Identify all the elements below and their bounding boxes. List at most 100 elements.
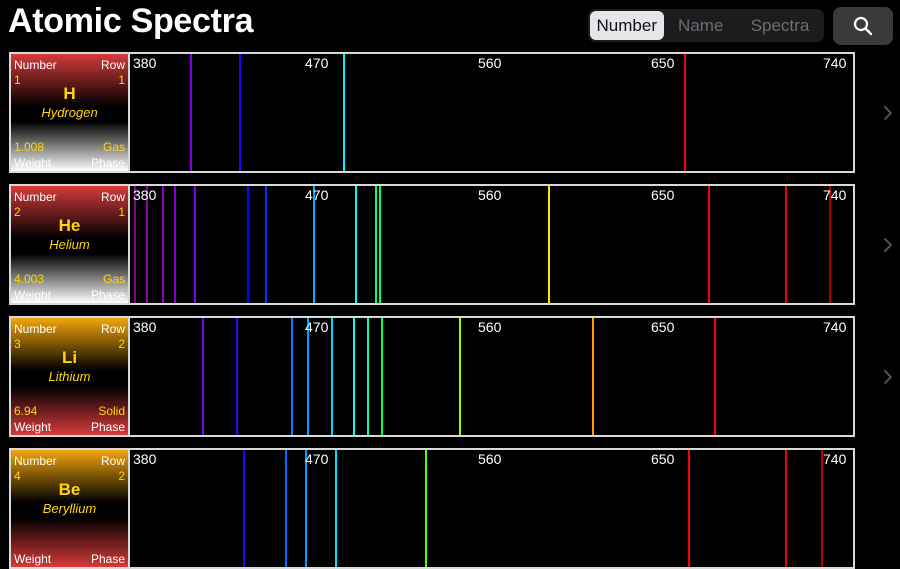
weight-label: Weight [14,156,52,170]
element-symbol: H [63,84,76,103]
wavelength-tick-label: 380 [133,187,157,203]
emission-line [242,450,245,567]
emission-line [352,318,355,435]
emission-line [174,186,177,303]
spectrum-strip: 380 470 560 650 740 [130,54,853,171]
weight-label: Weight [14,420,52,434]
phase-label: Phase [90,288,125,302]
element-symbol: He [58,216,81,235]
sort-option-name[interactable]: Name [678,15,724,35]
emission-line [306,318,309,435]
sort-option-number[interactable]: Number [590,11,664,40]
row-value: 1 [118,73,125,87]
element-row-helium[interactable]: Number Row 2 1 He Helium 4.003 Gas Weight Phase 38… [9,184,855,305]
emission-line [146,186,149,303]
emission-line [688,450,691,567]
element-row-hydrogen[interactable]: Number Row 1 1 H Hydrogen 1.008 Gas Weight Phase 3… [9,52,855,173]
element-row-lithium[interactable]: Number Row 3 2 Li Lithium 6.94 Solid Weight Phase… [9,316,855,437]
spectrum-strip: 380 470 560 650 740 [130,450,853,567]
search-button[interactable] [833,7,893,45]
element-row-beryllium[interactable]: Number Row 4 2 Be Beryllium Weight Phase 380 470 5… [9,448,855,569]
atomic-weight: 4.003 [14,272,45,286]
element-tile: Number Row 3 2 Li Lithium 6.94 Solid Weight Phase [11,318,130,435]
number-label: Number [14,454,57,468]
row-label: Row [100,322,125,336]
emission-line [342,54,345,171]
chevron-right-icon[interactable] [880,235,896,255]
wavelength-tick-label: 470 [305,319,329,335]
emission-line [290,318,293,435]
element-name: Lithium [48,369,91,384]
wavelength-tick-label: 560 [478,451,502,467]
emission-line [334,450,337,567]
atomic-number: 4 [14,469,21,483]
row-value: 1 [118,205,125,219]
phase-label: Phase [90,156,125,170]
atomic-weight: 6.94 [14,404,38,418]
number-label: Number [14,58,57,72]
row-label: Row [100,190,125,204]
element-name: Hydrogen [41,105,98,120]
wavelength-tick-label: 470 [305,55,329,71]
element-name: Beryllium [42,501,97,516]
emission-line [238,54,241,171]
search-icon [853,16,873,36]
atomic-number: 2 [14,205,21,219]
phase-label: Phase [90,420,125,434]
number-label: Number [14,322,57,336]
spectrum-strip: 380 470 560 650 740 [130,186,853,303]
wavelength-tick-label: 470 [305,451,329,467]
row-value: 2 [118,469,125,483]
emission-line [591,318,594,435]
wavelength-tick-label: 650 [651,55,675,71]
sort-option-spectra[interactable]: Spectra [750,15,810,35]
emission-line [134,186,136,303]
wavelength-tick-label: 560 [478,55,502,71]
element-symbol: Be [58,480,81,499]
emission-line [714,318,717,435]
wavelength-tick-label: 380 [133,55,157,71]
emission-line [264,186,267,303]
atomic-number: 3 [14,337,21,351]
app-title: Atomic Spectra [8,2,254,40]
row-label: Row [100,454,125,468]
emission-line [708,186,711,303]
weight-label: Weight [14,552,52,566]
wavelength-tick-label: 560 [478,319,502,335]
phase-value: Solid [98,404,125,418]
emission-line [304,450,307,567]
emission-line [354,186,357,303]
emission-line [547,186,550,303]
element-tile: Number Row 2 1 He Helium 4.003 Gas Weight Phase [11,186,130,303]
emission-line [236,318,239,435]
wavelength-tick-label: 380 [133,319,157,335]
spectrum-strip: 380 470 560 650 740 [130,318,853,435]
chevron-right-icon[interactable] [880,367,896,387]
emission-line [190,54,193,171]
wavelength-tick-label: 650 [651,451,675,467]
phase-label: Phase [90,552,125,566]
chevron-right-icon[interactable] [880,103,896,123]
emission-line [194,186,197,303]
row-label: Row [100,58,125,72]
emission-line [459,318,462,435]
emission-line [162,186,165,303]
emission-line [425,450,428,567]
atomic-weight: 1.008 [14,140,45,154]
wavelength-tick-label: 650 [651,187,675,203]
element-tile: Number Row 1 1 H Hydrogen 1.008 Gas Weight Phase [11,54,130,171]
wavelength-tick-label: 740 [823,451,847,467]
phase-value: Gas [102,140,125,154]
weight-label: Weight [14,288,52,302]
wavelength-tick-label: 470 [305,187,329,203]
emission-line [375,186,377,303]
wavelength-tick-label: 650 [651,319,675,335]
wavelength-tick-label: 560 [478,187,502,203]
wavelength-tick-label: 740 [823,55,847,71]
emission-line [820,450,823,567]
emission-line [828,186,831,303]
element-symbol: Li [61,348,78,367]
emission-line [379,186,381,303]
element-name: Helium [49,237,90,252]
emission-line [246,186,249,303]
